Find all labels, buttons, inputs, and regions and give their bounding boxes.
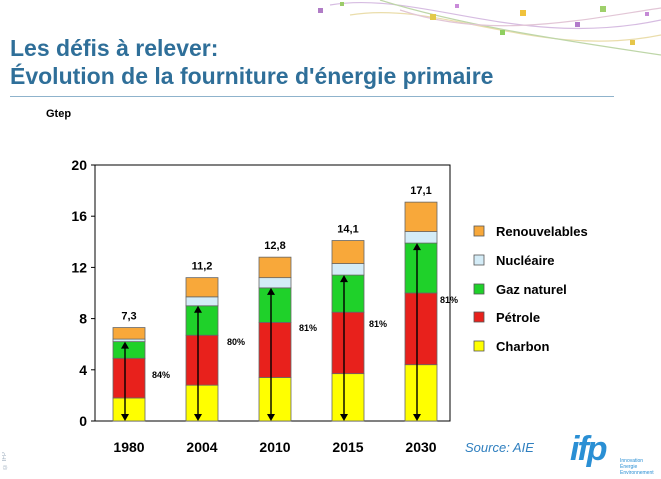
y-tick-label: 0 — [79, 413, 87, 429]
total-label-2010: 12,8 — [264, 240, 285, 252]
legend-label-nucl-aire: Nucléaire — [496, 253, 555, 268]
arrow-head-bottom-2004 — [194, 414, 202, 421]
legend-label-renouvelables: Renouvelables — [496, 224, 588, 239]
legend-label-charbon: Charbon — [496, 339, 550, 354]
bar-segment-renouvelables-2004 — [185, 277, 219, 298]
arrow-head-bottom-2010 — [267, 414, 275, 421]
bar-segment-charbon-2015 — [331, 373, 365, 422]
ifp-logo: ifp Innovation Énergie Environnement — [568, 430, 658, 476]
bar-segment-gaz-naturel-2010 — [258, 287, 292, 323]
bar-segment-gaz-naturel-2030 — [404, 242, 438, 294]
bar-segment-p-trole-2030 — [404, 292, 438, 366]
arrow-head-top-2030 — [413, 243, 421, 251]
y-tick-label: 16 — [71, 208, 87, 224]
total-label-1980: 7,3 — [121, 311, 136, 323]
bar-segment-p-trole-2015 — [331, 311, 365, 375]
arrow-head-bottom-2030 — [413, 414, 421, 421]
bar-segment-nucl-aire-2010 — [258, 277, 292, 289]
y-tick-label: 20 — [71, 157, 87, 173]
total-label-2004: 11,2 — [192, 261, 213, 273]
y-tick-label: 12 — [71, 259, 87, 275]
x-tick-label-2015: 2015 — [332, 439, 363, 455]
bar-segment-gaz-naturel-1980 — [112, 341, 146, 359]
y-tick-label: 8 — [79, 311, 87, 327]
bar-segment-renouvelables-2015 — [331, 240, 365, 264]
fossil-share-label-1980: 84% — [152, 370, 170, 380]
bar-segment-nucl-aire-2004 — [185, 296, 219, 307]
arrow-head-top-2010 — [267, 287, 275, 295]
x-tick-label-1980: 1980 — [113, 439, 144, 455]
copyright-mark: © IFP — [2, 452, 8, 470]
bar-segment-charbon-2004 — [185, 384, 219, 422]
bar-segment-p-trole-2004 — [185, 334, 219, 386]
y-tick-label: 4 — [79, 362, 87, 378]
title-divider — [10, 96, 614, 97]
page-title-line-1: Les défis à relever: — [10, 35, 219, 61]
legend-label-p-trole: Pétrole — [496, 310, 540, 325]
total-label-2015: 14,1 — [337, 224, 358, 236]
legend-swatch-renouvelables — [473, 225, 485, 237]
ifp-logo-tagline-1: Innovation — [620, 458, 644, 464]
arrow-head-top-1980 — [121, 341, 129, 349]
fossil-share-label-2015: 81% — [369, 319, 387, 329]
bar-segment-charbon-2030 — [404, 364, 438, 422]
x-tick-label-2010: 2010 — [259, 439, 290, 455]
legend-swatch-p-trole — [473, 311, 485, 323]
source-label: Source: AIE — [465, 440, 534, 455]
bar-segment-renouvelables-1980 — [112, 327, 146, 340]
legend-label-gaz-naturel: Gaz naturel — [496, 282, 567, 297]
total-label-2030: 17,1 — [410, 185, 431, 197]
ifp-logo-tagline-3: Environnement — [620, 470, 654, 476]
bar-segment-p-trole-1980 — [112, 357, 146, 399]
bar-segment-renouvelables-2030 — [404, 201, 438, 232]
ifp-logo-tagline-2: Énergie — [620, 464, 638, 470]
arrow-head-bottom-2015 — [340, 414, 348, 421]
legend-swatch-charbon — [473, 340, 485, 352]
arrow-head-bottom-1980 — [121, 414, 129, 421]
bar-segment-charbon-2010 — [258, 377, 292, 422]
ifp-logo-word: ifp — [570, 430, 608, 468]
fossil-share-label-2030: 81% — [440, 295, 458, 305]
bar-segment-gaz-naturel-2015 — [331, 274, 365, 313]
bar-segment-nucl-aire-2030 — [404, 231, 438, 244]
bar-segment-p-trole-2010 — [258, 322, 292, 378]
bar-segment-nucl-aire-2015 — [331, 263, 365, 276]
bar-segment-gaz-naturel-2004 — [185, 305, 219, 336]
page-title-line-2: Évolution de la fourniture d'énergie pri… — [10, 63, 494, 89]
x-tick-label-2004: 2004 — [186, 439, 217, 455]
legend-swatch-gaz-naturel — [473, 283, 485, 295]
bar-segment-charbon-1980 — [112, 397, 146, 422]
legend-swatch-nucl-aire — [473, 254, 485, 266]
fossil-share-label-2010: 81% — [299, 323, 317, 333]
fossil-share-label-2004: 80% — [227, 337, 245, 347]
x-tick-label-2030: 2030 — [405, 439, 436, 455]
unit-label: Gtep — [46, 108, 71, 120]
arrow-head-top-2015 — [340, 275, 348, 283]
arrow-head-top-2004 — [194, 305, 202, 313]
bar-segment-renouvelables-2010 — [258, 256, 292, 279]
